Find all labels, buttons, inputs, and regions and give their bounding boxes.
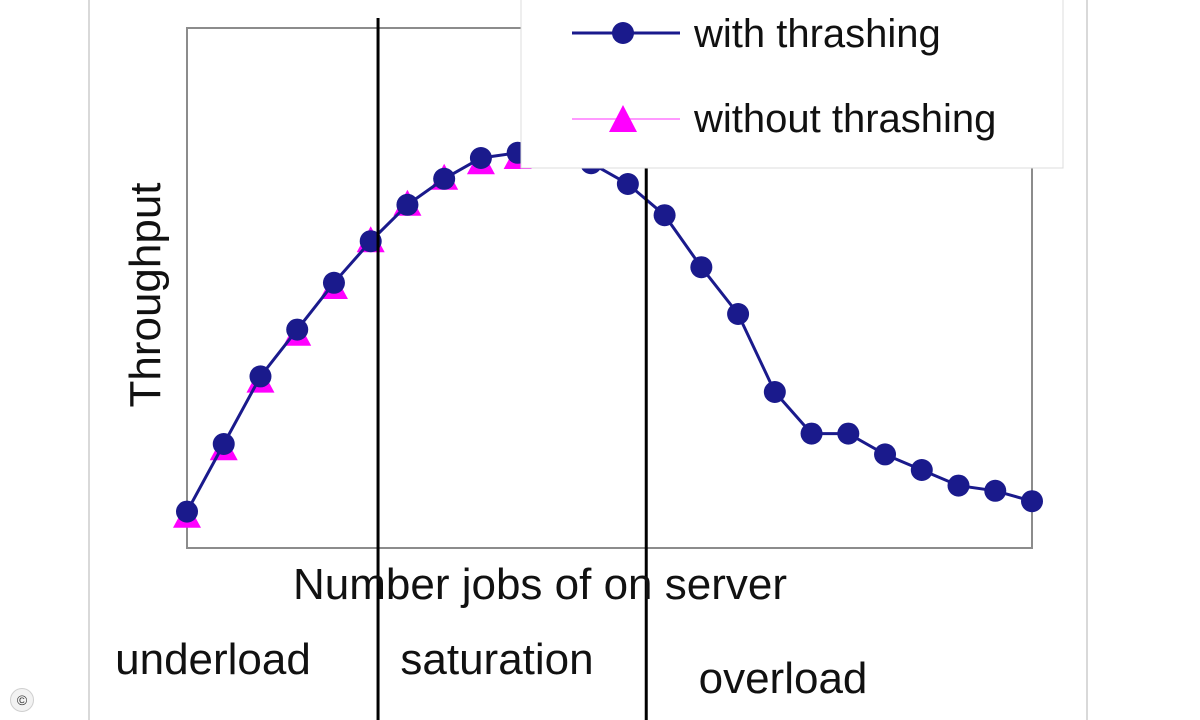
legend-label-without-thrashing: without thrashing: [693, 97, 996, 141]
region-label-underload: underload: [115, 635, 311, 684]
data-point-with-thrashing: [690, 256, 713, 279]
page-border-left: [88, 0, 90, 720]
series-layer: [173, 132, 1046, 528]
data-point-with-thrashing: [874, 443, 897, 466]
data-point-with-thrashing: [212, 433, 235, 455]
data-point-with-thrashing: [286, 318, 309, 341]
data-point-with-thrashing: [176, 500, 198, 523]
data-point-with-thrashing: [910, 459, 933, 481]
legend-label-with-thrashing: with thrashing: [693, 12, 941, 56]
page-border-right: [1086, 0, 1088, 720]
legend: with thrashing without thrashing: [520, 0, 1064, 169]
region-label-overload: overload: [699, 654, 868, 703]
data-point-with-thrashing: [249, 365, 272, 388]
data-point-with-thrashing: [359, 230, 382, 253]
data-point-with-thrashing: [469, 147, 492, 169]
series-line-with-thrashing: [185, 151, 1033, 513]
data-point-with-thrashing: [837, 422, 860, 445]
data-point-with-thrashing: [800, 422, 823, 445]
data-point-with-thrashing: [1021, 490, 1043, 513]
data-point-with-thrashing: [984, 479, 1007, 502]
data-point-with-thrashing: [396, 193, 419, 216]
copyright-icon: ©: [10, 688, 34, 712]
legend-marker-without-thrashing: [609, 105, 637, 132]
data-point-with-thrashing: [947, 474, 970, 497]
region-label-saturation: saturation: [400, 635, 593, 684]
y-axis-label: Throughput: [121, 182, 170, 407]
x-axis-label: Number jobs of on server: [293, 560, 787, 609]
legend-marker-with-thrashing: [612, 22, 634, 44]
legend-box: [520, 0, 1064, 169]
data-point-with-thrashing: [433, 167, 456, 190]
data-point-with-thrashing: [322, 271, 345, 294]
data-point-with-thrashing: [616, 173, 639, 195]
data-point-with-thrashing: [763, 381, 786, 403]
data-point-with-thrashing: [727, 303, 750, 325]
data-point-with-thrashing: [653, 204, 676, 227]
